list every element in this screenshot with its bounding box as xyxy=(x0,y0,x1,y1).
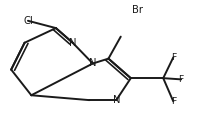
Text: F: F xyxy=(171,97,176,106)
Text: N: N xyxy=(69,38,76,48)
Text: F: F xyxy=(171,53,176,62)
Text: Cl: Cl xyxy=(23,16,33,26)
Text: N: N xyxy=(112,95,120,105)
Text: Br: Br xyxy=(132,5,143,15)
Text: F: F xyxy=(179,75,184,84)
Text: N: N xyxy=(89,59,97,68)
